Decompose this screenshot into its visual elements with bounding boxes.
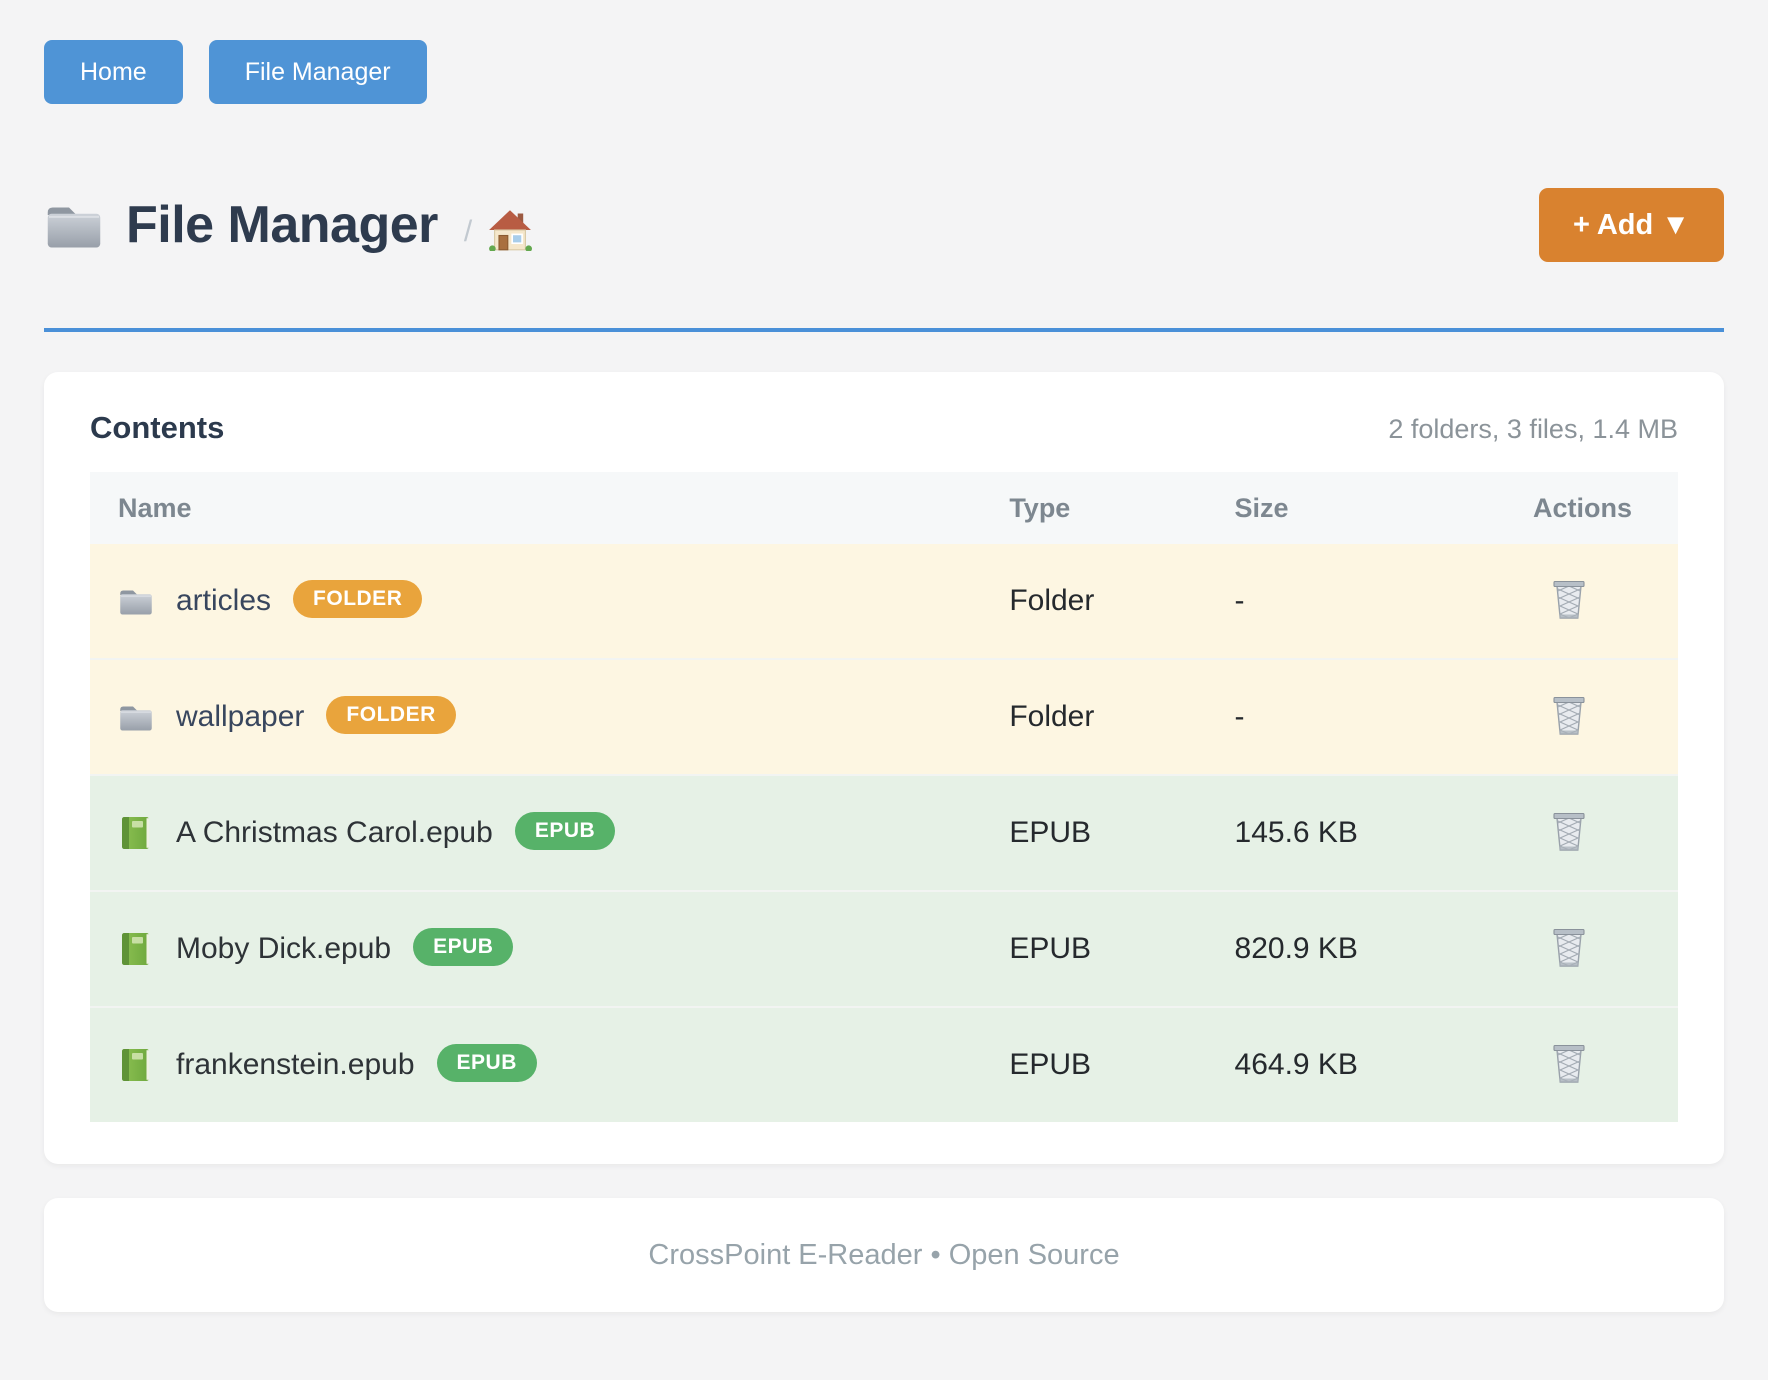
book-icon — [122, 1049, 149, 1081]
item-name[interactable]: articles — [176, 584, 272, 617]
type-cell: EPUB — [1009, 1048, 1092, 1081]
footer: CrossPoint E-Reader • Open Source — [44, 1198, 1724, 1312]
actions-cell — [1525, 544, 1678, 659]
column-header-actions: Actions — [1525, 472, 1678, 544]
trash-icon — [1551, 1045, 1587, 1085]
size-cell: - — [1234, 584, 1245, 617]
actions-cell — [1525, 891, 1678, 1007]
table-row: A Christmas Carol.epub EPUB EPUB 145.6 K… — [90, 775, 1678, 891]
add-button[interactable]: + Add ▼ — [1538, 188, 1724, 262]
name-cell: frankenstein.epub EPUB — [90, 1007, 1001, 1122]
table-row: wallpaper FOLDER Folder - — [90, 659, 1678, 775]
item-name[interactable]: A Christmas Carol.epub — [176, 816, 493, 849]
type-cell: Folder — [1009, 700, 1095, 733]
file-manager-nav-button[interactable]: File Manager — [208, 40, 427, 104]
contents-card: Contents 2 folders, 3 files, 1.4 MB Name… — [44, 372, 1724, 1164]
size-cell: 145.6 KB — [1234, 816, 1358, 849]
contents-card-header: Contents 2 folders, 3 files, 1.4 MB — [90, 410, 1678, 446]
delete-button[interactable] — [1551, 581, 1587, 621]
folder-icon — [119, 589, 153, 616]
epub-badge: EPUB — [514, 812, 616, 850]
item-name[interactable]: frankenstein.epub — [176, 1048, 415, 1081]
page-header: File Manager / + Add ▼ — [44, 184, 1724, 266]
table-row: Moby Dick.epub EPUB EPUB 820.9 KB — [90, 891, 1678, 1007]
folder-badge: FOLDER — [293, 580, 423, 618]
column-header-type: Type — [1001, 472, 1227, 544]
epub-badge: EPUB — [436, 1044, 537, 1082]
contents-heading: Contents — [90, 410, 225, 445]
type-cell: EPUB — [1009, 816, 1092, 849]
trash-icon — [1551, 929, 1587, 969]
delete-button[interactable] — [1551, 1045, 1587, 1085]
trash-icon — [1551, 813, 1587, 853]
size-cell: - — [1234, 700, 1245, 733]
book-icon — [122, 933, 149, 965]
delete-button[interactable] — [1551, 813, 1587, 853]
type-cell: EPUB — [1009, 932, 1092, 965]
page-title: File Manager — [126, 196, 438, 254]
contents-summary: 2 folders, 3 files, 1.4 MB — [1388, 414, 1678, 444]
home-icon[interactable] — [488, 209, 533, 251]
home-nav-button[interactable]: Home — [44, 40, 183, 104]
folder-icon — [119, 705, 153, 732]
actions-cell — [1525, 775, 1678, 891]
folder-badge: FOLDER — [326, 696, 456, 734]
trash-icon — [1551, 697, 1587, 737]
book-icon — [122, 817, 149, 849]
size-cell: 820.9 KB — [1234, 932, 1358, 965]
name-cell: A Christmas Carol.epub EPUB — [90, 775, 1001, 891]
file-manager-page: Home File Manager File Manager / + Add ▼… — [44, 40, 1724, 1312]
table-header-row: Name Type Size Actions — [90, 472, 1678, 544]
item-name[interactable]: Moby Dick.epub — [176, 932, 392, 965]
column-header-name: Name — [90, 472, 1002, 544]
header-divider — [44, 328, 1724, 332]
delete-button[interactable] — [1551, 929, 1587, 969]
name-cell: articles FOLDER — [90, 544, 1001, 659]
size-cell: 464.9 KB — [1234, 1048, 1358, 1081]
top-nav: Home File Manager — [44, 40, 1724, 104]
breadcrumb-separator: / — [463, 215, 473, 248]
file-table: Name Type Size Actions articles FOLDER — [90, 472, 1678, 1122]
trash-icon — [1551, 581, 1587, 621]
table-row: frankenstein.epub EPUB EPUB 464.9 KB — [90, 1007, 1678, 1122]
actions-cell — [1525, 659, 1678, 775]
column-header-size: Size — [1226, 472, 1526, 544]
actions-cell — [1525, 1007, 1678, 1122]
delete-button[interactable] — [1551, 697, 1587, 737]
item-name[interactable]: wallpaper — [176, 700, 305, 733]
folder-icon — [46, 206, 102, 249]
epub-badge: EPUB — [413, 928, 514, 966]
name-cell: Moby Dick.epub EPUB — [90, 891, 1001, 1007]
footer-text: CrossPoint E-Reader • Open Source — [648, 1238, 1120, 1271]
name-cell: wallpaper FOLDER — [90, 659, 1001, 775]
type-cell: Folder — [1009, 584, 1095, 617]
table-row: articles FOLDER Folder - — [90, 544, 1678, 659]
